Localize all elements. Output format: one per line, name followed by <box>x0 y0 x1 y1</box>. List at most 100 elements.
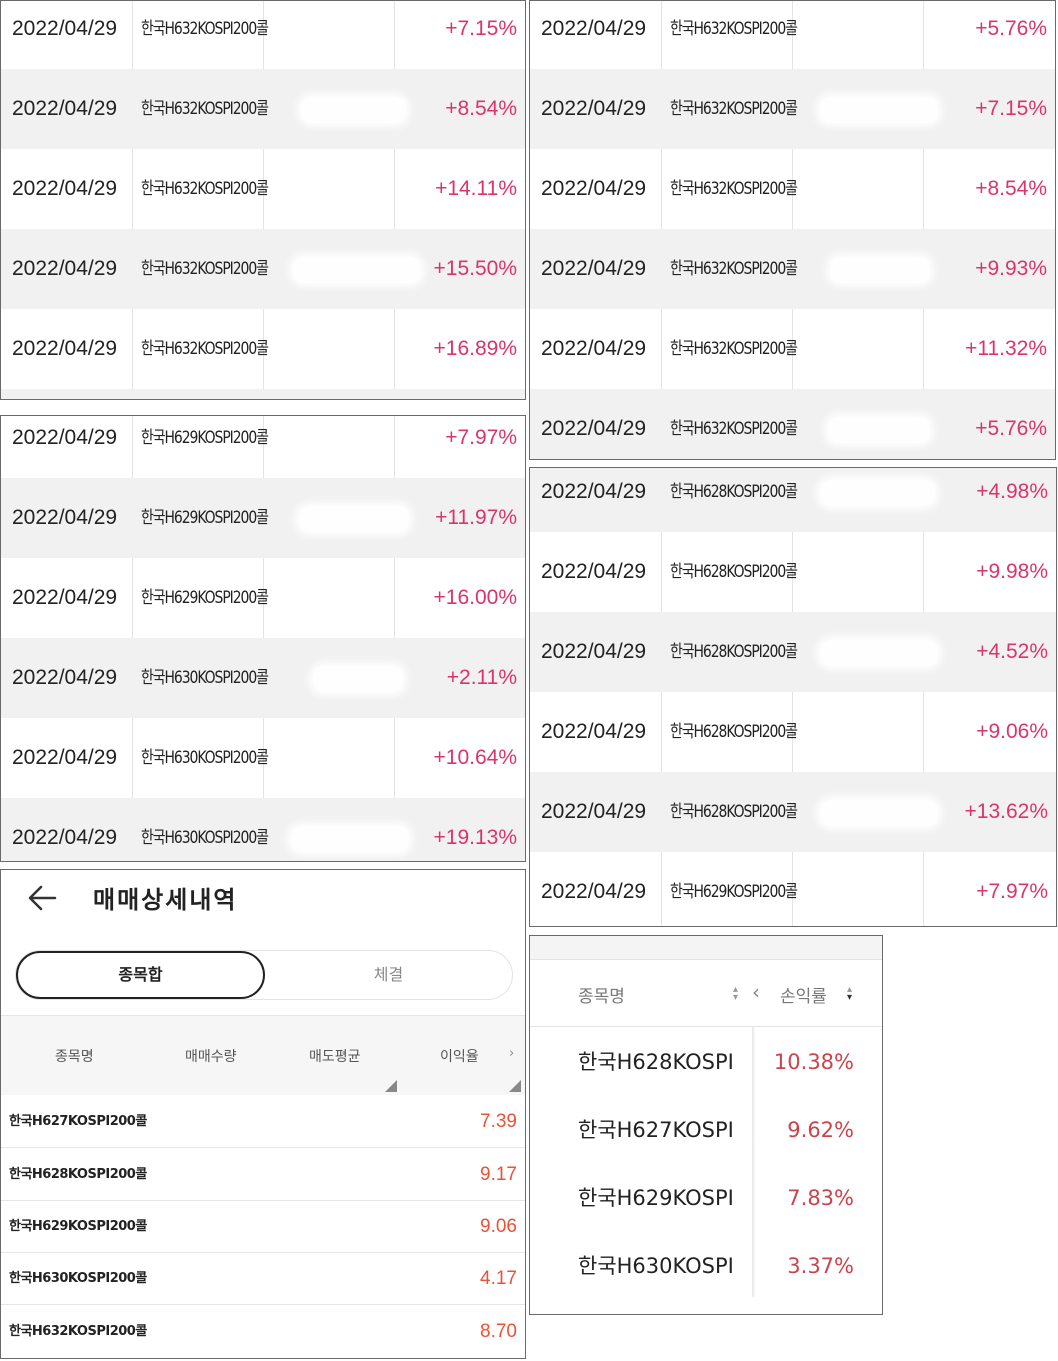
table-row[interactable]: 한국H629KOSPI 7.83% <box>530 1164 882 1232</box>
pnl-rate: 10.38% <box>773 1050 854 1074</box>
stock-name: 한국H632KOSPI200콜 <box>141 19 269 39</box>
trade-date: 2022/04/29 <box>12 337 118 360</box>
table-row[interactable]: 한국H628KOSPI 10.38% <box>530 1028 882 1096</box>
trade-date: 2022/04/29 <box>541 720 647 743</box>
column-header-profit-rate[interactable]: 이익율 <box>440 1049 479 1065</box>
list-item[interactable]: 2022/04/29 한국H628KOSPI200콜 +13.62% <box>530 772 1056 852</box>
list-item[interactable]: 2022/04/29 한국H629KOSPI200콜 +7.97% <box>1 416 525 478</box>
chevron-right-icon[interactable]: › <box>509 1046 515 1061</box>
stock-name: 한국H632KOSPI200콜 <box>9 1324 147 1339</box>
column-header-pnl-rate[interactable]: 손익률 <box>780 987 827 1007</box>
return-rate: +2.11% <box>446 666 517 689</box>
trade-date: 2022/04/29 <box>12 426 118 449</box>
table-row[interactable]: 한국H627KOSPI200콜 7.39 <box>1 1096 525 1148</box>
list-item[interactable]: 2022/04/29 한국H632KOSPI200콜 +7.15% <box>1 1 525 69</box>
trade-list-panel-2: 2022/04/29 한국H632KOSPI200콜 +5.76% 2022/04/… <box>529 0 1056 460</box>
profit-rate: 9.06 <box>480 1216 517 1237</box>
return-rate: +7.97% <box>976 880 1048 903</box>
trade-date: 2022/04/29 <box>12 257 118 280</box>
list-item[interactable]: 2022/04/29 한국H629KOSPI200콜 +16.00% <box>1 558 525 638</box>
trade-date: 2022/04/29 <box>12 506 118 529</box>
column-header-stock-name[interactable]: 종목명 <box>578 987 625 1007</box>
stock-name: 한국H627KOSPI200콜 <box>9 1114 147 1129</box>
list-item[interactable]: 2022/04/29 한국H632KOSPI200콜 +5.76% <box>530 1 1055 69</box>
column-header-stock-name[interactable]: 종목명 <box>55 1049 94 1065</box>
stock-name: 한국H632KOSPI200콜 <box>670 179 798 199</box>
column-header-trade-qty[interactable]: 매매수량 <box>185 1049 237 1065</box>
trade-date: 2022/04/29 <box>541 800 647 823</box>
list-item[interactable]: 2022/04/29 한국H629KOSPI200콜 +11.97% <box>1 478 525 558</box>
column-header-sell-avg[interactable]: 매도평균 <box>309 1049 361 1065</box>
redacted-value <box>820 97 938 123</box>
column-divider <box>263 1 264 399</box>
list-item[interactable]: 2022/04/29 한국H628KOSPI200콜 +4.98% <box>530 468 1056 532</box>
trade-date: 2022/04/29 <box>541 640 647 663</box>
redacted-value <box>820 640 938 666</box>
trade-detail-panel: 매매상세내역 종목합 체결 종목명 매매수량 매도평균 이익율 › 한국H627… <box>0 869 526 1359</box>
pnl-rate: 9.62% <box>787 1118 854 1142</box>
stock-name: 한국H629KOSPI200콜 <box>141 428 269 448</box>
table-row[interactable]: 한국H630KOSPI200콜 4.17 <box>1 1253 525 1305</box>
profit-rate: 8.70 <box>480 1321 517 1342</box>
return-rate: +8.54% <box>975 177 1047 200</box>
return-rate: +10.64% <box>433 746 518 769</box>
profit-rate: 9.17 <box>480 1164 517 1185</box>
stock-name: 한국H630KOSPI200콜 <box>141 748 269 768</box>
list-item[interactable]: 2022/04/29 한국H632KOSPI200콜 +11.32% <box>530 309 1055 389</box>
stock-name: 한국H628KOSPI200콜 <box>670 642 798 662</box>
return-rate: +7.15% <box>975 97 1047 120</box>
resize-corner-icon <box>385 1080 397 1092</box>
list-item[interactable]: 2022/04/29 한국H628KOSPI200콜 +9.06% <box>530 692 1056 772</box>
return-rate: +16.00% <box>433 586 518 609</box>
redacted-value <box>830 257 930 283</box>
list-item[interactable]: 2022/04/29 한국H632KOSPI200콜 +8.54% <box>530 149 1055 229</box>
tab-stock-summary[interactable]: 종목합 <box>16 951 265 999</box>
stock-name: 한국H628KOSPI <box>578 1050 734 1074</box>
table-row[interactable]: 한국H632KOSPI200콜 8.70 <box>1 1306 525 1358</box>
stock-name: 한국H632KOSPI200콜 <box>670 19 798 39</box>
return-rate: +7.15% <box>445 17 517 40</box>
arrow-left-icon[interactable] <box>27 880 59 916</box>
pnl-rate: 7.83% <box>787 1186 854 1210</box>
list-item[interactable]: 2022/04/29 한국H632KOSPI200콜 +7.15% <box>530 69 1055 149</box>
table-row[interactable]: 한국H627KOSPI 9.62% <box>530 1096 882 1164</box>
list-item[interactable]: 2022/04/29 한국H630KOSPI200콜 +10.64% <box>1 718 525 798</box>
resize-corner-icon <box>509 1080 521 1092</box>
sort-updown-icon[interactable]: ▴ ▾ <box>847 984 853 1003</box>
stock-name: 한국H629KOSPI <box>578 1186 734 1210</box>
list-item[interactable]: 2022/04/29 한국H632KOSPI200콜 +15.50% <box>1 229 525 309</box>
page-title: 매매상세내역 <box>93 886 238 914</box>
list-item[interactable]: 2022/04/29 한국H630KOSPI200콜 +19.13% <box>1 798 525 861</box>
sort-updown-icon[interactable]: ▴ ▾ <box>733 984 739 1003</box>
list-item[interactable]: 2022/04/29 한국H632KOSPI200콜 +16.89% <box>1 309 525 389</box>
tab-executions[interactable]: 체결 <box>373 965 404 984</box>
list-item[interactable]: 2022/04/29 한국H630KOSPI200콜 +2.11% <box>1 638 525 718</box>
trade-date: 2022/04/29 <box>12 177 118 200</box>
trade-date: 2022/04/29 <box>541 337 647 360</box>
table-row[interactable]: 한국H629KOSPI200콜 9.06 <box>1 1201 525 1253</box>
return-rate: +19.13% <box>433 826 518 849</box>
list-item[interactable]: 2022/04/29 한국H629KOSPI200콜 +7.97% <box>530 852 1056 926</box>
return-rate: +14.11% <box>435 177 517 200</box>
trade-date: 2022/04/29 <box>541 880 647 903</box>
trade-date: 2022/04/29 <box>12 826 118 849</box>
list-item[interactable]: 2022/04/29 한국H628KOSPI200콜 +4.52% <box>530 612 1056 692</box>
chevron-left-icon[interactable]: ‹ <box>752 980 760 1004</box>
list-item[interactable]: 2022/04/29 한국H632KOSPI200콜 +8.54% <box>1 69 525 149</box>
trade-date: 2022/04/29 <box>12 17 118 40</box>
profit-rate: 7.39 <box>480 1111 517 1132</box>
table-row[interactable]: 한국H628KOSPI200콜 9.17 <box>1 1149 525 1201</box>
stock-name: 한국H628KOSPI200콜 <box>670 802 798 822</box>
table-row[interactable]: 한국H630KOSPI 3.37% <box>530 1232 882 1300</box>
list-item[interactable]: 2022/04/29 한국H628KOSPI200콜 +9.98% <box>530 532 1056 612</box>
stock-name: 한국H630KOSPI200콜 <box>141 668 269 688</box>
list-item[interactable]: 2022/04/29 한국H632KOSPI200콜 +5.76% <box>530 389 1055 459</box>
stock-name: 한국H629KOSPI200콜 <box>670 882 798 902</box>
stock-name: 한국H632KOSPI200콜 <box>670 259 798 279</box>
list-item[interactable]: 2022/04/29 한국H632KOSPI200콜 +9.93% <box>530 229 1055 309</box>
trade-date: 2022/04/29 <box>541 560 647 583</box>
return-rate: +11.32% <box>965 337 1047 360</box>
list-item[interactable]: 2022/04/29 한국H632KOSPI200콜 +14.11% <box>1 149 525 229</box>
trade-date: 2022/04/29 <box>541 17 647 40</box>
trade-date: 2022/04/29 <box>541 177 647 200</box>
